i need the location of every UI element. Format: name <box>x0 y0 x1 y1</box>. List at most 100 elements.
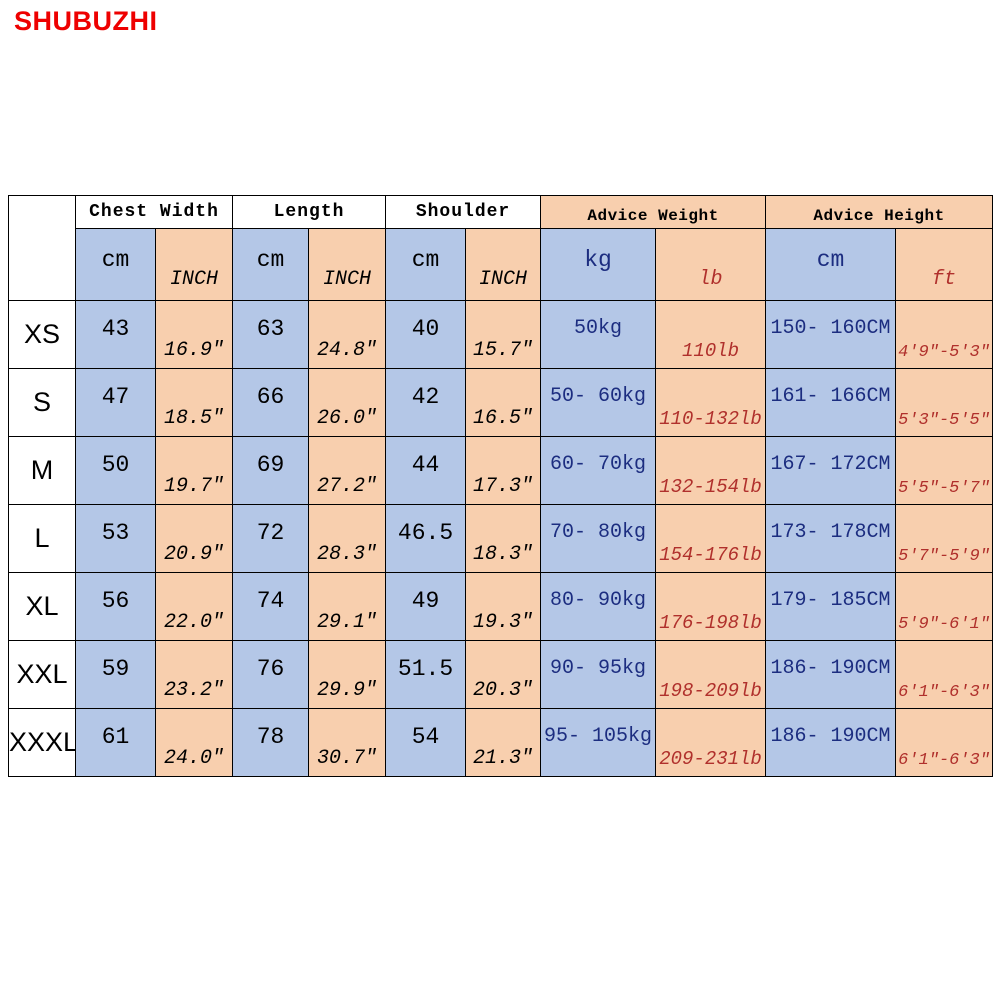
shoulder-cm-cell: 44 <box>385 436 467 505</box>
length-inch-cell: 26.0" <box>308 368 387 437</box>
length-cm-cell: 74 <box>232 572 310 641</box>
chest-cm-cell: 56 <box>75 572 156 641</box>
size-cell: XXL <box>8 640 76 709</box>
weight-kg-cell: 50kg <box>540 300 657 369</box>
chest-cm-cell: 43 <box>75 300 156 369</box>
shoulder-cm-cell: 42 <box>385 368 467 437</box>
weight-kg-cell: 80- 90kg <box>540 572 657 641</box>
weight-kg-cell: 50- 60kg <box>540 368 657 437</box>
group-header-row: Chest Width Length Shoulder Advice Weigh… <box>8 195 994 301</box>
weight-kg-cell: 60- 70kg <box>540 436 657 505</box>
corner-cell <box>8 195 76 301</box>
length-inch-cell: 30.7" <box>308 708 387 777</box>
group-header-chest-width: Chest Width <box>74 195 234 229</box>
chest-cm-cell: 50 <box>75 436 156 505</box>
length-inch-cell: 28.3" <box>308 504 387 573</box>
shoulder-inch-cell: 17.3" <box>465 436 542 505</box>
height-ft-cell: 4'9"-5'3" <box>895 300 994 369</box>
length-cm-cell: 69 <box>232 436 310 505</box>
chest-cm-cell: 53 <box>75 504 156 573</box>
size-row-m: M 50 19.7" 69 27.2" 44 17.3" 60- 70kg 13… <box>8 436 994 505</box>
height-cm-cell: 186- 190CM <box>765 640 897 709</box>
size-cell: L <box>8 504 76 573</box>
shoulder-cm-cell: 54 <box>385 708 467 777</box>
unit-weight-kg: kg <box>540 228 657 301</box>
group-header-advice-height: Advice Height <box>765 195 994 229</box>
group-header-shoulder: Shoulder <box>385 195 542 229</box>
shoulder-cm-cell: 46.5 <box>385 504 467 573</box>
size-row-l: L 53 20.9" 72 28.3" 46.5 18.3" 70- 80kg … <box>8 504 994 573</box>
length-cm-cell: 72 <box>232 504 310 573</box>
chest-inch-cell: 18.5" <box>154 368 234 437</box>
chest-cm-cell: 47 <box>75 368 156 437</box>
length-cm-cell: 63 <box>232 300 310 369</box>
size-cell: XXXL <box>8 708 76 777</box>
unit-chest-cm: cm <box>75 228 156 301</box>
height-ft-cell: 6'1"-6'3" <box>895 640 994 709</box>
height-cm-cell: 150- 160CM <box>765 300 897 369</box>
height-ft-cell: 5'7"-5'9" <box>895 504 994 573</box>
length-cm-cell: 78 <box>232 708 310 777</box>
unit-height-cm: cm <box>765 228 897 301</box>
size-row-xs: XS 43 16.9" 63 24.8" 40 15.7" 50kg 110lb… <box>8 300 994 369</box>
shoulder-inch-cell: 19.3" <box>465 572 542 641</box>
shoulder-inch-cell: 20.3" <box>465 640 542 709</box>
unit-chest-inch: INCH <box>154 228 234 301</box>
chest-inch-cell: 22.0" <box>154 572 234 641</box>
weight-lb-cell: 176-198lb <box>655 572 767 641</box>
height-cm-cell: 161- 166CM <box>765 368 897 437</box>
height-ft-cell: 5'3"-5'5" <box>895 368 994 437</box>
shoulder-cm-cell: 51.5 <box>385 640 467 709</box>
unit-height-ft: ft <box>895 228 994 301</box>
group-header-advice-weight: Advice Weight <box>540 195 767 229</box>
length-cm-cell: 76 <box>232 640 310 709</box>
chest-inch-cell: 24.0" <box>154 708 234 777</box>
weight-lb-cell: 110lb <box>655 300 767 369</box>
size-row-xl: XL 56 22.0" 74 29.1" 49 19.3" 80- 90kg 1… <box>8 572 994 641</box>
weight-lb-cell: 209-231lb <box>655 708 767 777</box>
length-inch-cell: 29.1" <box>308 572 387 641</box>
shoulder-inch-cell: 18.3" <box>465 504 542 573</box>
unit-shoulder-inch: INCH <box>465 228 542 301</box>
size-row-xxxl: XXXL 61 24.0" 78 30.7" 54 21.3" 95- 105k… <box>8 708 994 777</box>
weight-lb-cell: 132-154lb <box>655 436 767 505</box>
size-row-s: S 47 18.5" 66 26.0" 42 16.5" 50- 60kg 11… <box>8 368 994 437</box>
weight-kg-cell: 70- 80kg <box>540 504 657 573</box>
unit-weight-lb: lb <box>655 228 767 301</box>
shoulder-inch-cell: 15.7" <box>465 300 542 369</box>
shoulder-cm-cell: 40 <box>385 300 467 369</box>
height-cm-cell: 173- 178CM <box>765 504 897 573</box>
weight-lb-cell: 154-176lb <box>655 504 767 573</box>
chest-cm-cell: 59 <box>75 640 156 709</box>
chest-inch-cell: 16.9" <box>154 300 234 369</box>
height-ft-cell: 5'9"-6'1" <box>895 572 994 641</box>
size-chart-table: Chest Width Length Shoulder Advice Weigh… <box>8 195 994 777</box>
unit-shoulder-cm: cm <box>385 228 467 301</box>
group-header-length: Length <box>232 195 387 229</box>
shoulder-cm-cell: 49 <box>385 572 467 641</box>
shoulder-inch-cell: 16.5" <box>465 368 542 437</box>
chest-inch-cell: 23.2" <box>154 640 234 709</box>
weight-kg-cell: 95- 105kg <box>540 708 657 777</box>
size-cell: M <box>8 436 76 505</box>
size-cell: XS <box>8 300 76 369</box>
unit-length-inch: INCH <box>308 228 387 301</box>
weight-lb-cell: 110-132lb <box>655 368 767 437</box>
chest-inch-cell: 20.9" <box>154 504 234 573</box>
unit-length-cm: cm <box>232 228 310 301</box>
length-inch-cell: 24.8" <box>308 300 387 369</box>
length-cm-cell: 66 <box>232 368 310 437</box>
height-ft-cell: 5'5"-5'7" <box>895 436 994 505</box>
brand-logo: SHUBUZHI <box>14 6 158 36</box>
length-inch-cell: 27.2" <box>308 436 387 505</box>
size-row-xxl: XXL 59 23.2" 76 29.9" 51.5 20.3" 90- 95k… <box>8 640 994 709</box>
size-cell: S <box>8 368 76 437</box>
size-cell: XL <box>8 572 76 641</box>
height-cm-cell: 179- 185CM <box>765 572 897 641</box>
chest-cm-cell: 61 <box>75 708 156 777</box>
height-cm-cell: 186- 190CM <box>765 708 897 777</box>
height-cm-cell: 167- 172CM <box>765 436 897 505</box>
unit-header-row: cm INCH cm INCH cm INCH kg lb cm ft <box>9 228 994 301</box>
length-inch-cell: 29.9" <box>308 640 387 709</box>
chest-inch-cell: 19.7" <box>154 436 234 505</box>
